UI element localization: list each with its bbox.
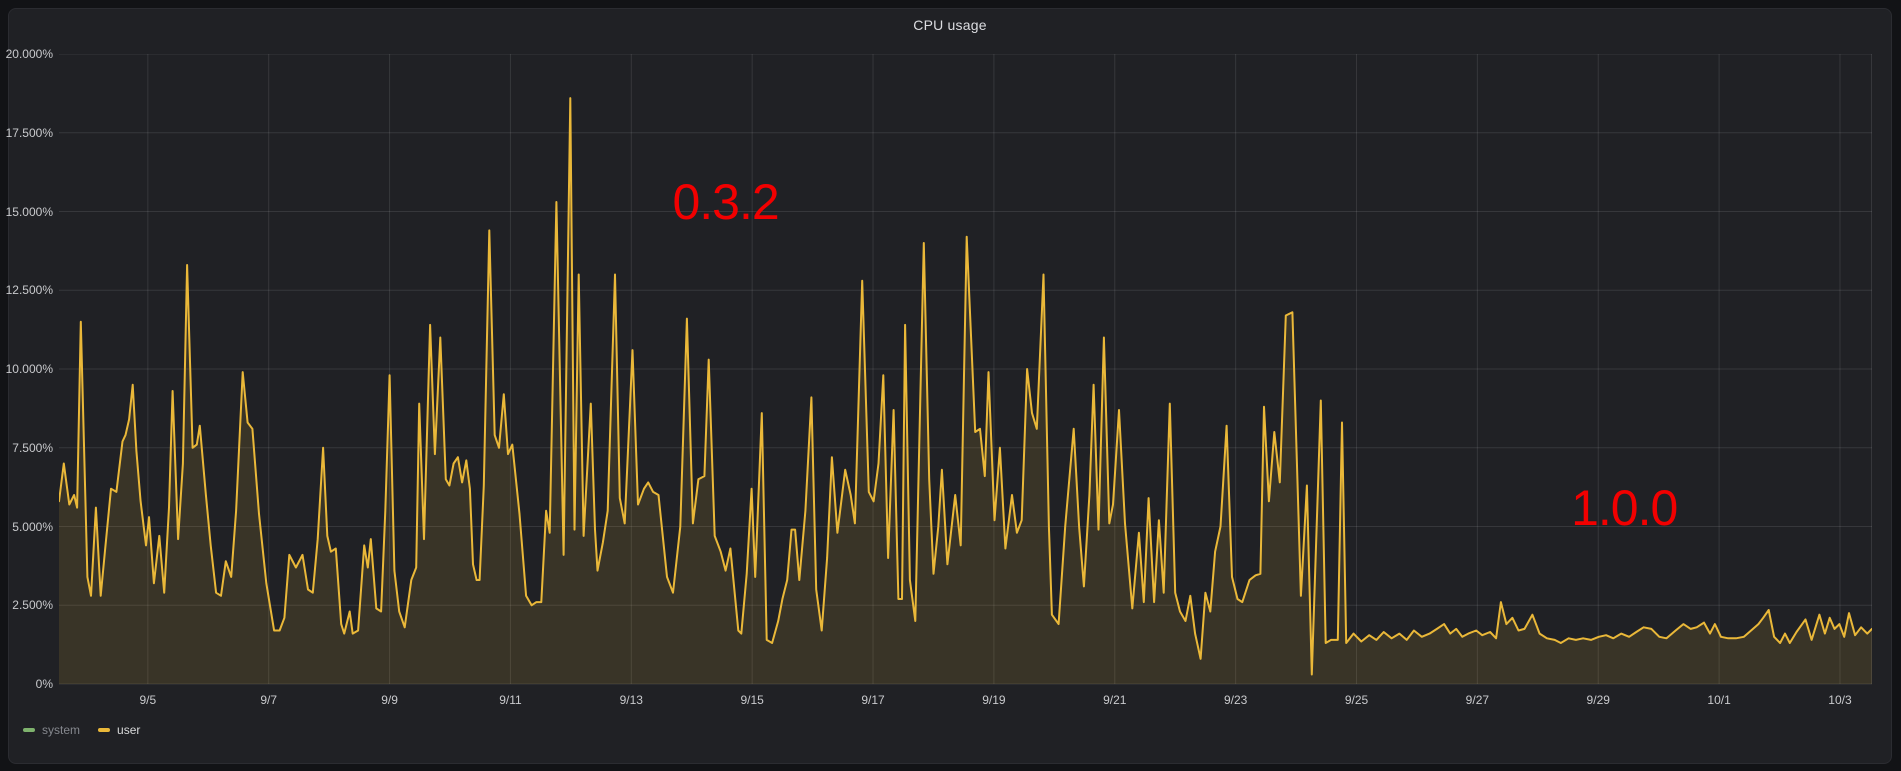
legend-label: system [42, 723, 81, 737]
legend-series-dash-icon [98, 728, 111, 732]
y-tick-label: 17.500% [5, 125, 53, 140]
y-tick-label: 15.000% [5, 204, 53, 219]
x-axis: 9/5 9/7 9/9 9/11 9/13 9/15 9/17 9/19 9/21 9/23 9/2… [59, 693, 1872, 711]
x-tick-label: 9/7 [260, 693, 278, 707]
legend-item-system[interactable]: system [23, 723, 80, 737]
x-tick-label: 10/1 [1707, 693, 1731, 707]
chart-plot[interactable] [59, 54, 1872, 685]
series-fill-user [59, 98, 1872, 685]
x-tick-label: 9/11 [499, 693, 522, 707]
x-tick-label: 9/5 [139, 693, 157, 707]
legend-series-dash-icon [23, 728, 35, 732]
y-tick-label: 12.500% [5, 283, 53, 298]
x-tick-label: 9/17 [861, 693, 885, 707]
y-tick-label: 5.000% [12, 519, 53, 534]
cpu-usage-panel: CPU usage 20.000% 17.500% 15.000% 12.500% 10… [5, 8, 1892, 764]
series-line-user [59, 97, 1872, 676]
y-axis: 20.000% 17.500% 15.000% 12.500% 10.000% 7.500… [5, 47, 53, 691]
y-tick-label: 0% [35, 677, 53, 691]
y-tick-label: 20.000% [5, 47, 53, 61]
x-tick-label: 9/13 [619, 693, 643, 707]
x-tick-label: 9/25 [1344, 693, 1369, 707]
x-tick-label: 10/3 [1828, 693, 1852, 707]
chart-area[interactable]: 0.3.2 1.0.0 [59, 54, 1872, 685]
legend-label: user [117, 723, 141, 737]
x-tick-label: 9/21 [1103, 693, 1127, 707]
x-tick-label: 9/27 [1465, 693, 1490, 707]
legend-item-user[interactable]: user [98, 723, 140, 737]
x-tick-label: 9/29 [1586, 693, 1610, 707]
legend: system user [23, 723, 140, 737]
y-tick-label: 10.000% [5, 362, 53, 376]
x-tick-label: 9/23 [1223, 693, 1248, 707]
y-tick-label: 7.500% [12, 440, 53, 455]
x-tick-label: 9/19 [982, 693, 1006, 707]
x-tick-label: 9/9 [381, 693, 398, 707]
x-tick-label: 9/15 [740, 693, 764, 707]
panel-title: CPU usage [913, 17, 987, 33]
y-tick-label: 2.500% [12, 598, 53, 613]
